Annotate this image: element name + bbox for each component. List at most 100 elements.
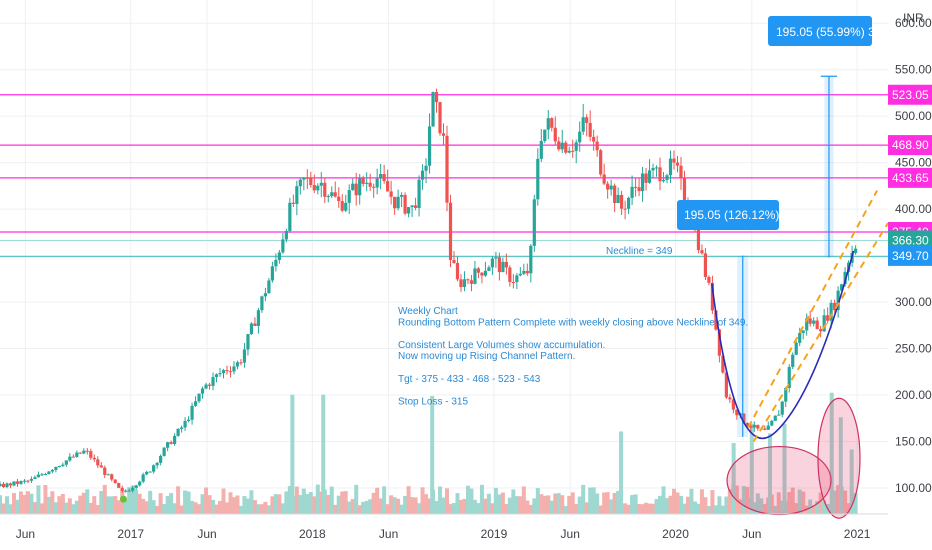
price-tick-label: 300.00	[895, 295, 932, 309]
candle-body	[438, 102, 442, 134]
candle-body	[585, 117, 589, 123]
candle-body	[445, 135, 449, 203]
candle-body	[120, 487, 124, 491]
volume-bar	[535, 488, 540, 514]
candle-body	[752, 424, 756, 428]
measure-small-badge: 195.05 (126.12%) 3901	[677, 200, 810, 230]
price-level-tag-label: 523.05	[892, 88, 929, 102]
volume-bar	[396, 498, 401, 514]
volume-bar	[581, 484, 586, 514]
candle-body	[581, 117, 585, 132]
volume-bar	[392, 497, 397, 514]
candle-body	[330, 192, 334, 197]
candle-body	[267, 280, 271, 294]
candle-body	[707, 277, 711, 283]
volume-bar	[403, 495, 408, 514]
candle-body	[494, 257, 498, 259]
volume-bar	[249, 490, 254, 514]
volume-bar	[640, 504, 645, 514]
candle-body	[26, 480, 30, 482]
price-level-tag	[888, 135, 932, 156]
volume-bar	[846, 503, 851, 514]
volume-bar	[78, 495, 83, 514]
candle-body	[312, 185, 316, 191]
volume-bar	[169, 493, 174, 514]
price-axis-bg	[888, 0, 932, 550]
candle-body	[270, 266, 274, 281]
volume-bar	[162, 504, 167, 514]
candle-body	[281, 239, 285, 253]
candle-body	[382, 174, 386, 182]
volume-bar	[350, 499, 355, 514]
volume-bar	[654, 499, 659, 514]
volume-bar	[368, 499, 373, 514]
candle-body	[169, 442, 173, 444]
volume-bar	[451, 503, 456, 514]
volume-bar	[773, 505, 778, 514]
candle-body	[1, 483, 6, 488]
volume-bar	[399, 504, 404, 514]
candle-body	[602, 174, 606, 184]
volume-bar	[53, 502, 58, 514]
volume-bar	[50, 491, 55, 514]
candle-body	[235, 362, 240, 367]
volume-bar	[312, 496, 317, 514]
time-tick-label: 2019	[481, 527, 508, 541]
volume-bar	[549, 500, 554, 514]
candle-body	[654, 167, 659, 169]
candle-body	[633, 186, 638, 188]
volume-bar	[605, 492, 610, 514]
volume-bar	[95, 504, 100, 514]
currency-label: INR	[903, 11, 924, 25]
time-tick-label: 2018	[299, 527, 326, 541]
candle-body	[599, 150, 603, 175]
volume-bar	[546, 495, 551, 514]
volume-bar	[172, 503, 177, 514]
note-line: Tgt - 375 - 433 - 468 - 523 - 543	[398, 374, 541, 385]
volume-bar	[340, 491, 345, 514]
candle-body	[829, 302, 833, 321]
candle-body	[127, 490, 131, 492]
volume-bar	[612, 492, 617, 514]
volume-bar	[204, 487, 209, 514]
time-tick-label: Jun	[561, 527, 580, 541]
candle-body	[843, 271, 847, 285]
volume-bar	[130, 485, 135, 514]
candle-body	[557, 141, 561, 150]
price-tick-label: 400.00	[895, 202, 932, 216]
volume-bar	[18, 491, 23, 514]
candle-body	[766, 425, 770, 430]
volume-bar	[486, 493, 491, 514]
volume-bar	[102, 484, 107, 514]
volume-bar	[224, 502, 229, 514]
volume-bar	[630, 495, 635, 514]
candle-body	[103, 467, 107, 475]
volume-bar	[179, 505, 184, 514]
volume-bar	[741, 486, 746, 514]
volume-bar	[176, 486, 181, 514]
volume-bar	[343, 491, 348, 514]
candle-body	[368, 182, 372, 187]
candle-body	[159, 455, 163, 463]
candle-body	[522, 270, 526, 274]
candle-body	[756, 424, 760, 429]
candle-body	[630, 186, 634, 198]
candle-body	[840, 284, 844, 291]
candle-body	[410, 205, 414, 208]
candle-body	[347, 190, 351, 203]
price-tick-label: 200.00	[895, 388, 932, 402]
candle-body	[487, 267, 491, 271]
candle-body	[351, 183, 355, 191]
candle-body	[578, 131, 582, 143]
candle-body	[309, 178, 313, 186]
candle-body	[710, 282, 715, 311]
candle-body	[106, 474, 110, 476]
volume-bar	[64, 502, 69, 514]
candle-body	[560, 142, 564, 150]
candle-body	[651, 168, 655, 171]
candle-body	[78, 452, 82, 454]
candle-body	[326, 196, 330, 198]
candle-body	[47, 471, 51, 475]
